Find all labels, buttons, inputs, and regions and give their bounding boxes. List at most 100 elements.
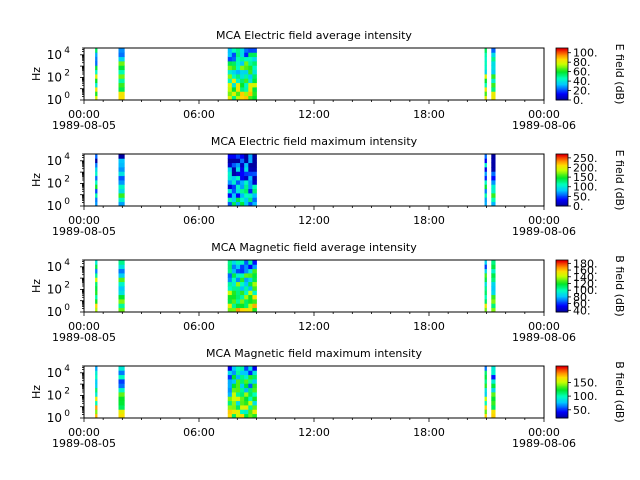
heatmap-cell: [95, 162, 98, 168]
heatmap-cell: [491, 48, 496, 53]
heatmap-cell: [244, 303, 249, 309]
colorbar-tick-label: 150.: [573, 171, 598, 184]
heatmap-cell: [248, 158, 253, 164]
heatmap-cell: [484, 171, 487, 177]
heatmap-cell: [235, 162, 241, 168]
colorbar-tick-label: 150.: [573, 376, 598, 389]
axes-frame: [83, 259, 545, 313]
panel-1: MCA Electric field average intensity Hz 10…: [30, 29, 626, 132]
heatmap-cell: [244, 294, 249, 300]
heatmap-cell: [248, 286, 253, 291]
colorbar-swatch: [556, 62, 568, 65]
colorbar-swatch: [556, 406, 568, 409]
heatmap-cell: [240, 299, 245, 304]
heatmap-cell: [252, 48, 257, 53]
colorbar-swatch: [556, 54, 568, 57]
heatmap-cell: [227, 180, 233, 185]
x-tick-label: 18:00: [413, 426, 445, 439]
heatmap-cell: [227, 65, 233, 71]
heatmap-cell: [248, 171, 253, 177]
heatmap-cell: [231, 184, 237, 190]
colorbar-tick-label: 40.: [573, 304, 591, 317]
heatmap-cell: [491, 154, 496, 159]
colorbar-label: B field (dB): [613, 255, 626, 316]
heatmap-cell: [118, 201, 125, 207]
heatmap-cell: [491, 65, 496, 71]
colorbar-tick-label: 80.: [573, 291, 591, 304]
heatmap-cell: [227, 400, 233, 406]
colorbar-tick-label: 100.: [573, 284, 598, 297]
heatmap-cell: [227, 197, 233, 203]
heatmap-cell: [491, 52, 496, 58]
colorbar-swatch: [556, 88, 568, 91]
heatmap-cell: [118, 383, 125, 389]
heatmap-cell: [244, 78, 249, 84]
y-tick-exponent: 2: [64, 68, 70, 78]
colorbar-swatch: [556, 183, 568, 186]
heatmap-cell: [252, 387, 257, 393]
x-tick-label: 00:00: [528, 214, 560, 227]
heatmap-cell: [118, 264, 125, 270]
colorbar-swatch: [556, 275, 568, 278]
colorbar-swatch: [556, 302, 568, 305]
heatmap-cell: [235, 56, 241, 62]
heatmap-cell: [227, 392, 233, 397]
heatmap-cell: [235, 87, 241, 92]
colorbar-swatch: [556, 410, 568, 412]
heatmap-cell: [240, 290, 245, 296]
x-date-label: 1989-08-06: [512, 331, 576, 344]
colorbar-swatch: [556, 190, 568, 193]
heatmap-cell: [244, 387, 249, 393]
heatmap-cell: [235, 52, 241, 58]
heatmap-cell: [252, 91, 257, 97]
heatmap-cell: [240, 175, 245, 181]
heatmap-cell: [252, 193, 257, 198]
heatmap-cell: [95, 273, 98, 278]
heatmap-cell: [248, 299, 253, 304]
colorbar-swatch: [556, 375, 568, 377]
heatmap-cell: [240, 366, 245, 371]
heatmap-cell: [227, 281, 233, 287]
heatmap-cell: [484, 409, 487, 415]
colorbar-tick-label: 80.: [573, 56, 591, 69]
heatmap-cell: [118, 69, 125, 75]
heatmap-cell: [248, 91, 253, 97]
colorbar-swatch: [556, 305, 568, 308]
colorbar-frame: [555, 153, 569, 207]
spectrogram-band: [95, 48, 98, 101]
heatmap-cell: [491, 268, 496, 274]
colorbar-swatch: [556, 367, 568, 370]
heatmap-cell: [95, 392, 98, 397]
y-tick-label: 10: [47, 260, 62, 274]
heatmap-cell: [248, 82, 253, 88]
colorbar-swatch: [556, 92, 568, 94]
heatmap-cell: [252, 409, 257, 415]
heatmap-cell: [235, 175, 241, 181]
heatmap-cell: [95, 154, 98, 159]
heatmap-cell: [248, 400, 253, 406]
heatmap-cell: [227, 188, 233, 194]
colorbar-swatch: [556, 262, 568, 265]
heatmap-cell: [231, 366, 237, 371]
colorbar-swatch: [556, 67, 568, 70]
heatmap-cell: [484, 281, 487, 287]
heatmap-cell: [240, 392, 245, 397]
colorbar-swatch: [556, 173, 568, 176]
colorbar-tick-label: 0.: [573, 94, 584, 107]
heatmap-cell: [491, 281, 496, 287]
heatmap-cell: [491, 74, 496, 79]
heatmap-cell: [118, 366, 125, 371]
heatmap-cell: [244, 405, 249, 410]
heatmap-cell: [244, 167, 249, 172]
colorbar-swatch: [556, 289, 568, 292]
heatmap-cell: [491, 61, 496, 66]
heatmap-cell: [252, 69, 257, 75]
heatmap-cell: [231, 74, 237, 79]
heatmap-cell: [244, 171, 249, 177]
heatmap-cell: [484, 299, 487, 304]
heatmap-cell: [95, 193, 98, 198]
heatmap-cell: [484, 95, 487, 101]
heatmap-cell: [244, 409, 249, 415]
x-tick-label: 00:00: [528, 108, 560, 121]
